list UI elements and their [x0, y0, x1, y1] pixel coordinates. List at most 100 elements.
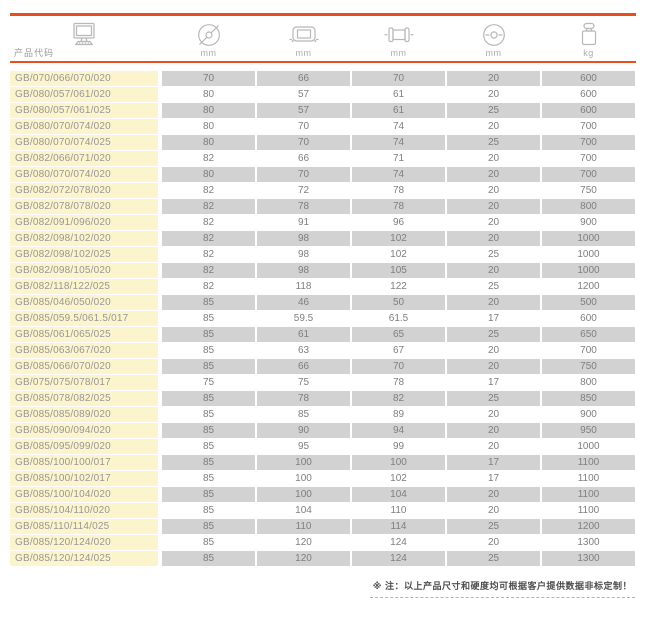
value-cell: 700 — [542, 151, 635, 166]
value-cell: 85 — [162, 407, 255, 422]
value-cell: 75 — [257, 375, 350, 390]
table-row: GB/085/085/089/020 85 85 89 20 900 — [10, 407, 636, 422]
value-cell: 82 — [162, 215, 255, 230]
value-cell: 82 — [162, 231, 255, 246]
value-cell: 85 — [162, 455, 255, 470]
value-cell: 20 — [447, 423, 540, 438]
table-row: GB/085/110/114/025 85 110 114 25 1200 — [10, 519, 636, 534]
table-row: GB/085/090/094/020 85 90 94 20 950 — [10, 423, 636, 438]
table-row: GB/080/070/074/020 80 70 74 20 700 — [10, 119, 636, 134]
value-cell: 85 — [257, 407, 350, 422]
table-row: GB/082/078/078/020 82 78 78 20 800 — [10, 199, 636, 214]
value-cell: 100 — [257, 471, 350, 486]
value-cell: 85 — [162, 327, 255, 342]
value-cell: 20 — [447, 199, 540, 214]
value-cell: 17 — [447, 375, 540, 390]
monitor-icon — [69, 22, 99, 48]
value-cell: 20 — [447, 183, 540, 198]
value-cell: 102 — [352, 231, 445, 246]
table-row: GB/085/059.5/061.5/017 85 59.5 61.5 17 600 — [10, 311, 636, 326]
value-cell: 20 — [447, 71, 540, 86]
value-cell: 66 — [257, 71, 350, 86]
value-cell: 850 — [542, 391, 635, 406]
product-code-cell: GB/082/078/078/020 — [10, 199, 158, 214]
value-cell: 80 — [162, 119, 255, 134]
value-cell: 82 — [162, 199, 255, 214]
value-cell: 70 — [352, 359, 445, 374]
value-cell: 650 — [542, 327, 635, 342]
value-cell: 46 — [257, 295, 350, 310]
table-row: GB/075/075/078/017 75 75 78 17 800 — [10, 375, 636, 390]
product-code-cell: GB/080/070/074/025 — [10, 135, 158, 150]
product-code-cell: GB/082/066/071/020 — [10, 151, 158, 166]
value-cell: 118 — [257, 279, 350, 294]
table-row: GB/085/066/070/020 85 66 70 20 750 — [10, 359, 636, 374]
value-cell: 1300 — [542, 551, 635, 566]
table-row: GB/070/066/070/020 70 66 70 20 600 — [10, 71, 636, 86]
value-cell: 25 — [447, 279, 540, 294]
value-cell: 61.5 — [352, 311, 445, 326]
product-code-cell: GB/075/075/078/017 — [10, 375, 158, 390]
table-row: GB/085/078/082/025 85 78 82 25 850 — [10, 391, 636, 406]
value-cell: 104 — [257, 503, 350, 518]
value-cell: 20 — [447, 343, 540, 358]
value-cell: 1200 — [542, 519, 635, 534]
table-row: GB/080/057/061/020 80 57 61 20 600 — [10, 87, 636, 102]
value-cell: 1000 — [542, 439, 635, 454]
table-row: GB/082/098/105/020 82 98 105 20 1000 — [10, 263, 636, 278]
product-code-cell: GB/082/098/102/025 — [10, 247, 158, 262]
value-cell: 105 — [352, 263, 445, 278]
value-cell: 85 — [162, 295, 255, 310]
column-header-outer-diameter: mm — [162, 18, 255, 61]
value-cell: 122 — [352, 279, 445, 294]
value-cell: 61 — [352, 103, 445, 118]
value-cell: 85 — [162, 391, 255, 406]
value-cell: 50 — [352, 295, 445, 310]
unit-label: mm — [200, 48, 217, 58]
value-cell: 99 — [352, 439, 445, 454]
value-cell: 96 — [352, 215, 445, 230]
column-header-bore-diameter: mm — [447, 18, 540, 61]
value-cell: 85 — [162, 439, 255, 454]
unit-label: mm — [485, 48, 502, 58]
product-code-cell: GB/085/061/065/025 — [10, 327, 158, 342]
value-cell: 82 — [162, 279, 255, 294]
product-code-cell: GB/082/072/078/020 — [10, 183, 158, 198]
value-cell: 82 — [162, 183, 255, 198]
table-body: GB/070/066/070/020 70 66 70 20 600 GB/080/057/… — [10, 71, 636, 566]
table-row: GB/085/100/100/017 85 100 100 17 1100 — [10, 455, 636, 470]
value-cell: 110 — [257, 519, 350, 534]
value-cell: 800 — [542, 375, 635, 390]
table-row: GB/080/070/074/025 80 70 74 25 700 — [10, 135, 636, 150]
value-cell: 82 — [352, 391, 445, 406]
product-code-cell: GB/085/085/089/020 — [10, 407, 158, 422]
product-code-cell: GB/070/066/070/020 — [10, 71, 158, 86]
value-cell: 600 — [542, 71, 635, 86]
value-cell: 1000 — [542, 247, 635, 262]
value-cell: 78 — [352, 375, 445, 390]
value-cell: 20 — [447, 295, 540, 310]
diameter-icon — [196, 22, 222, 48]
value-cell: 950 — [542, 423, 635, 438]
value-cell: 20 — [447, 439, 540, 454]
product-code-cell: GB/085/066/070/020 — [10, 359, 158, 374]
value-cell: 120 — [257, 535, 350, 550]
value-cell: 100 — [352, 455, 445, 470]
product-code-header-label: 产品代码 — [14, 48, 55, 58]
value-cell: 102 — [352, 471, 445, 486]
value-cell: 20 — [447, 167, 540, 182]
value-cell: 700 — [542, 135, 635, 150]
value-cell: 120 — [257, 551, 350, 566]
value-cell: 25 — [447, 551, 540, 566]
column-header-weight: kg — [542, 18, 635, 61]
value-cell: 25 — [447, 247, 540, 262]
column-header-product-code: 产品代码 — [10, 18, 158, 61]
product-code-cell: GB/085/100/102/017 — [10, 471, 158, 486]
table-row: GB/082/098/102/025 82 98 102 25 1000 — [10, 247, 636, 262]
value-cell: 61 — [352, 87, 445, 102]
product-code-cell: GB/080/070/074/020 — [10, 167, 158, 182]
value-cell: 71 — [352, 151, 445, 166]
product-code-cell: GB/082/118/122/025 — [10, 279, 158, 294]
value-cell: 74 — [352, 167, 445, 182]
value-cell: 57 — [257, 103, 350, 118]
